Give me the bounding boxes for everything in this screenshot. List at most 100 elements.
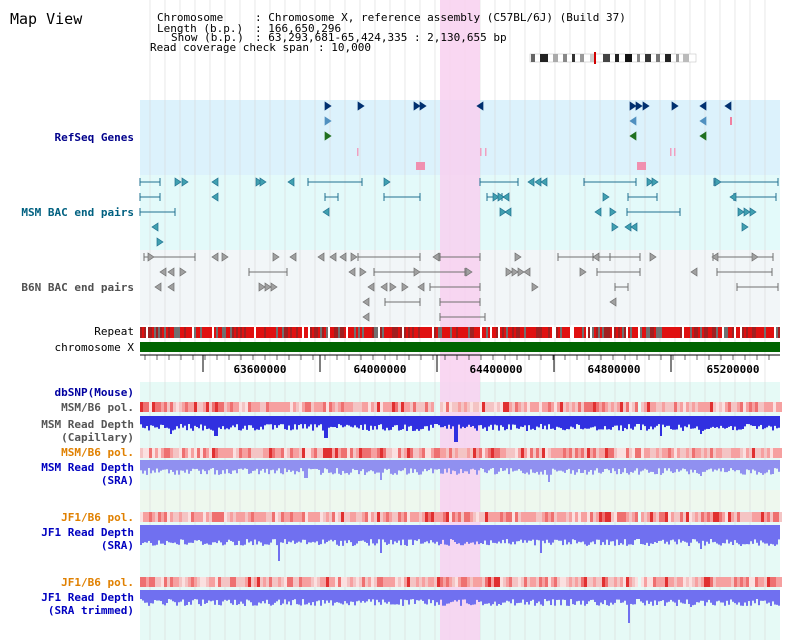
depth-bar bbox=[316, 599, 318, 602]
polymorphism-cell bbox=[659, 448, 662, 458]
repeat-element bbox=[566, 327, 568, 338]
polymorphism-cell bbox=[284, 402, 287, 412]
polymorphism-cell bbox=[371, 577, 374, 587]
polymorphism-cell bbox=[251, 448, 254, 458]
depth-bar bbox=[652, 539, 654, 544]
depth-bar bbox=[672, 424, 674, 430]
polymorphism-cell bbox=[707, 512, 710, 522]
strand-marker bbox=[317, 252, 325, 262]
depth-bar bbox=[362, 539, 364, 541]
depth-bar bbox=[322, 539, 324, 540]
repeat-element bbox=[618, 327, 620, 338]
depth-bar bbox=[336, 539, 338, 545]
depth-bar bbox=[156, 468, 158, 469]
depth-bar bbox=[202, 424, 204, 431]
depth-bar bbox=[424, 599, 426, 604]
polymorphism-cell bbox=[689, 402, 692, 412]
polymorphism-cell bbox=[431, 577, 434, 587]
polymorphism-cell bbox=[359, 512, 362, 522]
polymorphism-cell bbox=[419, 402, 422, 412]
depth-bar bbox=[354, 424, 356, 426]
polymorphism-cell bbox=[269, 512, 272, 522]
depth-bar bbox=[310, 468, 312, 470]
polymorphism-cell bbox=[533, 577, 536, 587]
depth-bar bbox=[286, 539, 288, 545]
polymorphism-cell bbox=[224, 577, 227, 587]
strand-marker bbox=[611, 222, 619, 232]
depth-bar bbox=[302, 424, 304, 429]
refseq-genes-track[interactable] bbox=[324, 101, 732, 170]
polymorphism-cell bbox=[398, 448, 401, 458]
polymorphism-cell bbox=[548, 512, 551, 522]
polymorphism-cell bbox=[560, 448, 563, 458]
gene-exon bbox=[637, 162, 646, 170]
depth-bar bbox=[688, 599, 690, 604]
depth-bar bbox=[454, 468, 456, 472]
repeat-element bbox=[152, 327, 154, 338]
depth-bar bbox=[606, 539, 608, 540]
depth-bar bbox=[762, 468, 764, 475]
depth-bar bbox=[194, 539, 196, 541]
strand-marker bbox=[432, 252, 440, 262]
depth-bar bbox=[360, 599, 362, 603]
polymorphism-cell bbox=[503, 512, 506, 522]
depth-bar bbox=[384, 424, 386, 431]
repeat-element bbox=[314, 327, 316, 338]
depth-bar bbox=[280, 539, 282, 543]
repeat-element bbox=[450, 327, 452, 338]
depth-bar bbox=[766, 599, 768, 604]
depth-bar bbox=[602, 424, 604, 430]
repeat-element bbox=[236, 327, 238, 338]
depth-bar bbox=[778, 599, 780, 606]
repeat-element bbox=[684, 327, 686, 338]
repeat-element bbox=[598, 327, 600, 338]
depth-bar bbox=[392, 468, 394, 475]
polymorphism-cell bbox=[194, 448, 197, 458]
polymorphism-cell bbox=[158, 577, 161, 587]
depth-bar bbox=[600, 539, 602, 546]
depth-bar bbox=[588, 539, 590, 545]
depth-bar bbox=[596, 599, 598, 606]
polymorphism-cell bbox=[719, 577, 722, 587]
depth-bar bbox=[444, 468, 446, 469]
polymorphism-tracks[interactable] bbox=[140, 402, 782, 587]
b6n-bac-track[interactable] bbox=[143, 252, 779, 322]
polymorphism-cell bbox=[590, 577, 593, 587]
depth-bar bbox=[538, 468, 540, 475]
polymorphism-cell bbox=[737, 402, 740, 412]
depth-bar bbox=[294, 468, 296, 475]
depth-bar bbox=[274, 468, 276, 474]
polymorphism-cell bbox=[299, 512, 302, 522]
depth-bar bbox=[320, 539, 322, 545]
depth-bar bbox=[334, 468, 336, 474]
depth-bar bbox=[750, 424, 752, 426]
depth-bar bbox=[306, 539, 308, 545]
repeat-element bbox=[426, 327, 428, 338]
repeat-element bbox=[164, 327, 166, 338]
depth-bar bbox=[474, 424, 476, 429]
repeat-track[interactable] bbox=[140, 327, 780, 338]
repeat-element bbox=[562, 327, 564, 338]
show-label: Show (b.p.) bbox=[171, 31, 244, 44]
polymorphism-cell bbox=[440, 512, 443, 522]
read-depth-tracks[interactable] bbox=[140, 416, 780, 623]
polymorphism-cell bbox=[251, 402, 254, 412]
strand-marker bbox=[324, 101, 332, 111]
polymorphism-cell bbox=[302, 512, 305, 522]
polymorphism-cell bbox=[458, 402, 461, 412]
depth-bar bbox=[366, 468, 368, 473]
repeat-element bbox=[764, 327, 766, 338]
polymorphism-cell bbox=[428, 577, 431, 587]
chromosome-ideogram-icon[interactable] bbox=[529, 52, 697, 64]
polymorphism-cell bbox=[458, 448, 461, 458]
polymorphism-cell bbox=[485, 402, 488, 412]
depth-bar bbox=[434, 539, 436, 544]
depth-bar bbox=[182, 424, 184, 428]
repeat-element bbox=[674, 327, 676, 338]
depth-bar bbox=[650, 539, 652, 544]
depth-bar bbox=[432, 539, 434, 543]
msm-bac-track[interactable] bbox=[139, 177, 779, 247]
polymorphism-cell bbox=[536, 577, 539, 587]
depth-bar bbox=[628, 539, 630, 545]
